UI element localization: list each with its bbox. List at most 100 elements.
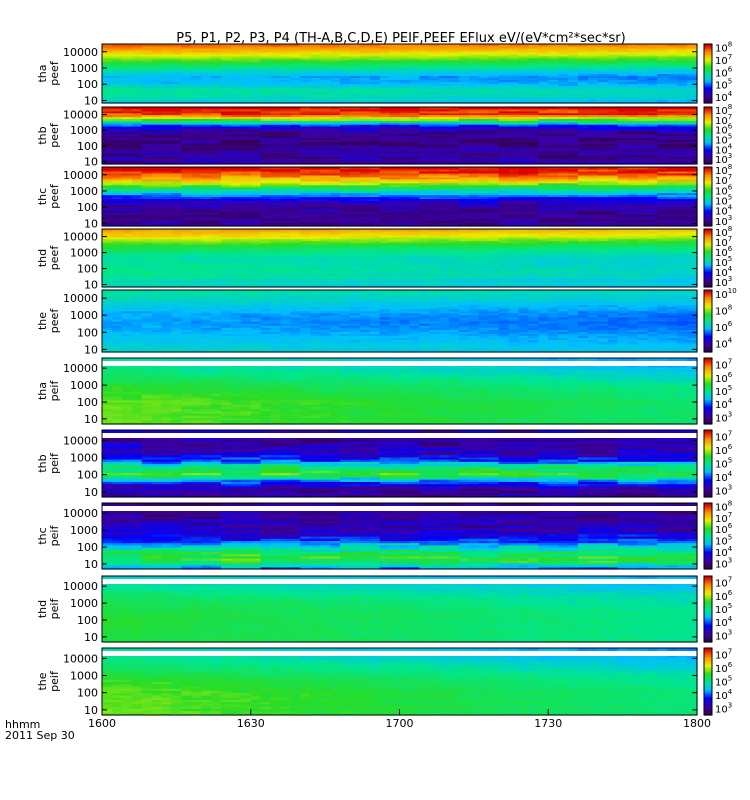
- spectrogram-cell: [468, 99, 480, 102]
- spectrogram-cell: [488, 107, 500, 110]
- spectrogram-cell: [260, 95, 272, 98]
- spectrogram-cell: [687, 73, 698, 77]
- spectrogram-cell: [330, 71, 341, 75]
- spectrogram-cell: [270, 118, 282, 121]
- spectrogram-cell: [369, 93, 381, 96]
- spectrogram-cell: [349, 145, 361, 148]
- spectrogram-cell: [687, 75, 698, 79]
- spectrogram-cell: [587, 61, 599, 65]
- spectrogram-cell: [429, 83, 440, 86]
- spectrogram-cell: [558, 45, 569, 49]
- spectrogram-cell: [211, 87, 222, 90]
- spectrogram-cell: [687, 148, 698, 152]
- spectrogram-cell: [102, 192, 113, 196]
- spectrogram-cell: [518, 141, 530, 144]
- spectrogram-cell: [250, 172, 262, 176]
- spectrogram-cell: [102, 116, 113, 119]
- spectrogram-cell: [369, 55, 381, 59]
- spectrogram-cell: [330, 77, 341, 80]
- spectrogram-cell: [320, 160, 331, 163]
- spectrogram-cell: [468, 81, 480, 84]
- spectrogram-cell: [498, 131, 510, 135]
- spectrogram-cell: [320, 97, 331, 100]
- spectrogram-cell: [121, 87, 133, 90]
- spectrogram-cell: [191, 93, 202, 96]
- spectrogram-cell: [111, 99, 123, 102]
- spectrogram-cell: [468, 59, 480, 63]
- spectrogram-cell: [270, 75, 282, 79]
- spectrogram-cell: [587, 47, 599, 51]
- spectrogram-cell: [240, 116, 252, 119]
- spectrogram-cell: [121, 214, 133, 217]
- spectrogram-cell: [389, 44, 401, 47]
- spectrogram-cell: [131, 44, 143, 47]
- spectrogram-cell: [429, 97, 440, 100]
- spectrogram-cell: [597, 71, 609, 75]
- spectrogram-cell: [181, 152, 192, 156]
- spectrogram-cell: [558, 85, 569, 88]
- spectrogram-cell: [161, 156, 173, 159]
- spectrogram-cell: [320, 65, 331, 69]
- spectrogram-cell: [349, 107, 361, 110]
- spectrogram-cell: [548, 129, 559, 133]
- spectrogram-cell: [449, 156, 460, 159]
- spectrogram-cell: [369, 47, 381, 51]
- spectrogram-cell: [518, 120, 530, 123]
- spectrogram-cell: [627, 118, 639, 121]
- colorbar-step: [704, 139, 712, 142]
- spectrogram-cell: [558, 59, 569, 63]
- spectrogram-cell: [280, 99, 292, 102]
- spectrogram-cell: [310, 145, 321, 148]
- spectrogram-cell: [399, 47, 411, 51]
- spectrogram-cell: [320, 150, 331, 154]
- spectrogram-cell: [657, 83, 668, 86]
- spectrogram-cell: [359, 116, 371, 119]
- spectrogram-cell: [181, 176, 192, 180]
- spectrogram-cell: [280, 91, 292, 94]
- spectrogram-cell: [488, 150, 500, 154]
- spectrogram-cell: [518, 44, 530, 47]
- spectrogram-cell: [290, 67, 301, 71]
- spectrogram-cell: [439, 118, 450, 121]
- spectrogram-cell: [221, 208, 232, 211]
- spectrogram-cell: [369, 69, 381, 73]
- spectrogram-cell: [647, 146, 658, 150]
- spectrogram-cell: [102, 174, 113, 178]
- spectrogram-cell: [201, 178, 212, 182]
- spectrogram-cell: [121, 89, 133, 92]
- spectrogram-cell: [578, 95, 589, 98]
- spectrogram-cell: [439, 61, 450, 65]
- spectrogram-cell: [488, 97, 500, 100]
- spectrogram-cell: [221, 145, 232, 148]
- spectrogram-cell: [508, 108, 520, 112]
- spectrogram-cell: [191, 87, 202, 90]
- spectrogram-cell: [151, 220, 163, 223]
- spectrogram-cell: [211, 57, 222, 61]
- spectrogram-cell: [181, 77, 192, 80]
- spectrogram-cell: [389, 87, 401, 90]
- spectrogram-cell: [627, 51, 639, 55]
- spectrogram-cell: [330, 118, 341, 121]
- spectrogram-cell: [250, 186, 262, 190]
- spectrogram-cell: [201, 85, 212, 88]
- spectrogram-cell: [498, 154, 510, 157]
- spectrogram-cell: [379, 61, 391, 65]
- spectrogram-cell: [161, 198, 173, 202]
- spectrogram-cell: [290, 122, 301, 125]
- spectrogram-cell: [399, 81, 411, 84]
- spectrogram-cell: [548, 154, 559, 157]
- spectrogram-cell: [349, 91, 361, 94]
- spectrogram-cell: [161, 158, 173, 161]
- spectrogram-cell: [300, 107, 311, 110]
- spectrogram-cell: [667, 152, 678, 156]
- spectrogram-cell: [270, 101, 282, 104]
- spectrogram-cell: [151, 204, 163, 207]
- spectrogram-cell: [141, 45, 153, 49]
- spectrogram-cell: [221, 152, 232, 156]
- spectrogram-cell: [647, 118, 658, 121]
- spectrogram-cell: [578, 124, 589, 127]
- spectrogram-cell: [230, 116, 242, 119]
- spectrogram-cell: [657, 81, 668, 84]
- colorbar-step: [704, 142, 712, 145]
